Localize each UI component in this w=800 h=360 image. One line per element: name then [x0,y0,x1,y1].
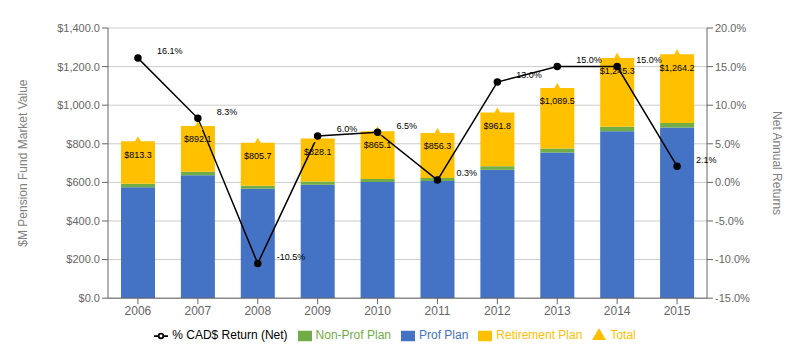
svg-text:8.3%: 8.3% [217,107,238,117]
svg-text:2012: 2012 [484,304,511,318]
html-text:Non-Prof Plan: Non-Prof Plan [315,328,391,343]
svg-text:$805.7: $805.7 [244,151,272,161]
svg-text:15.0%: 15.0% [576,55,602,65]
svg-text:-10.0%: -10.0% [715,253,750,265]
svg-text:-15.0%: -15.0% [715,292,750,304]
svg-text:$200.0: $200.0 [66,253,100,265]
svg-text:2008: 2008 [244,304,271,318]
svg-text:0.0%: 0.0% [715,176,740,188]
html-text:% CAD$ Return (Net): % CAD$ Return (Net) [172,328,288,343]
svg-text:$813.3: $813.3 [124,150,152,160]
svg-text:Net Annual Returns: Net Annual Returns [770,111,784,215]
svg-text:6.0%: 6.0% [337,124,358,134]
svg-text:$892.1: $892.1 [184,134,212,144]
svg-text:$1,089.5: $1,089.5 [540,96,575,106]
svg-text:$1,000.0: $1,000.0 [57,99,100,111]
svg-text:$856.3: $856.3 [424,141,452,151]
svg-text:2007: 2007 [184,304,211,318]
svg-text:16.1%: 16.1% [157,46,183,56]
svg-text:15.0%: 15.0% [715,61,746,73]
svg-text:$600.0: $600.0 [66,176,100,188]
svg-text:$1,400.0: $1,400.0 [57,22,100,34]
svg-text:15.0%: 15.0% [636,55,662,65]
svg-text:2010: 2010 [364,304,391,318]
svg-text:$400.0: $400.0 [66,215,100,227]
svg-text:$1,264.2: $1,264.2 [660,63,695,73]
svg-text:$828.1: $828.1 [304,147,332,157]
svg-text:$1,245.3: $1,245.3 [600,66,635,76]
svg-text:0.3%: 0.3% [456,168,477,178]
svg-text:2015: 2015 [664,304,691,318]
html-text:Retirement Plan: Retirement Plan [496,328,583,343]
svg-text:$800.0: $800.0 [66,138,100,150]
svg-text:2009: 2009 [304,304,331,318]
html-text:Prof Plan: Prof Plan [419,328,469,343]
svg-text:$M Pension Fund Market Value: $M Pension Fund Market Value [16,79,30,247]
svg-text:10.0%: 10.0% [715,99,746,111]
svg-text:$1,200.0: $1,200.0 [57,61,100,73]
svg-text:2013: 2013 [544,304,571,318]
svg-text:$961.8: $961.8 [484,121,512,131]
html-text:Total: Total [610,328,636,343]
svg-text:13.0%: 13.0% [516,70,542,80]
svg-text:5.0%: 5.0% [715,138,740,150]
svg-text:2.1%: 2.1% [696,155,717,165]
svg-text:20.0%: 20.0% [715,22,746,34]
svg-text:2011: 2011 [425,304,451,318]
svg-text:-5.0%: -5.0% [715,215,744,227]
svg-text:6.5%: 6.5% [397,121,418,131]
svg-text:-10.5%: -10.5% [277,252,306,262]
svg-text:2006: 2006 [125,304,152,318]
svg-text:$0.0: $0.0 [79,292,100,304]
svg-text:$865.1: $865.1 [364,140,392,150]
svg-text:2014: 2014 [604,304,631,318]
